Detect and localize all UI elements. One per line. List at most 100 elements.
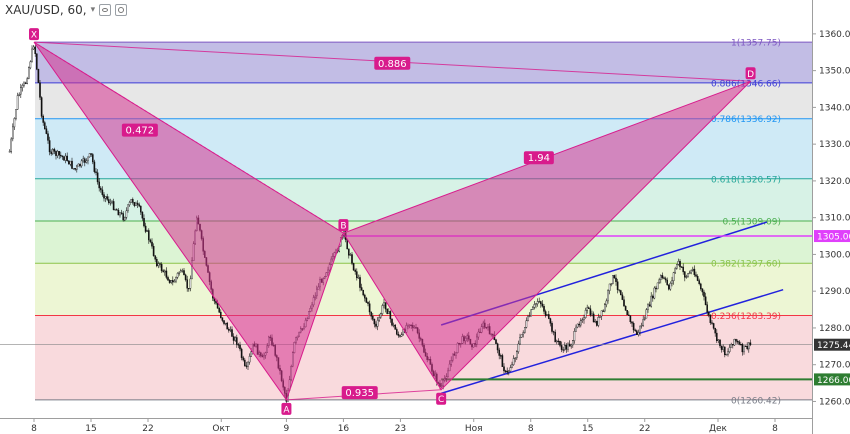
- candle-body: [15, 109, 17, 119]
- candle-body: [703, 291, 705, 297]
- candle-body: [730, 344, 732, 348]
- candle-body: [620, 290, 622, 296]
- candle-body: [666, 279, 668, 286]
- pattern-point-marker: [745, 67, 756, 80]
- candle-body: [60, 154, 62, 157]
- candle-body: [602, 310, 604, 312]
- candle-body: [567, 343, 569, 350]
- candle-body: [597, 317, 600, 326]
- candle-body: [162, 270, 165, 273]
- candle-body: [735, 339, 737, 342]
- candle-body: [179, 270, 182, 273]
- candle-body: [541, 303, 544, 307]
- candle-body: [218, 308, 221, 313]
- candle-body: [223, 320, 225, 324]
- candle-body: [727, 351, 729, 355]
- candle-body: [516, 351, 518, 359]
- candle-body: [16, 95, 19, 110]
- channel-line: [440, 288, 784, 395]
- candle-body: [612, 275, 614, 284]
- y-tick-label: 1270.00: [819, 361, 850, 371]
- candle-body: [551, 323, 553, 332]
- candle-body: [512, 358, 515, 366]
- candle-body: [91, 154, 94, 163]
- candle-body: [77, 163, 80, 167]
- pattern-ratio-badge: [341, 386, 378, 400]
- candle-body: [375, 323, 377, 327]
- candle-body: [637, 332, 640, 335]
- chart-legend[interactable]: XAU/USD, 60, ▾: [2, 2, 131, 18]
- candle-body: [115, 209, 118, 211]
- candle-body: [508, 370, 510, 373]
- candle-body: [503, 366, 505, 372]
- pattern-ratio-label: 0.886: [378, 59, 407, 70]
- candle-body: [131, 199, 134, 203]
- gear-icon[interactable]: [115, 4, 128, 16]
- candle-body: [64, 155, 67, 161]
- candle-body: [658, 279, 660, 284]
- x-tick-label: 8: [31, 424, 37, 434]
- candle-body: [112, 201, 115, 210]
- candle-body: [63, 156, 65, 161]
- candle-body: [576, 323, 579, 328]
- candle-body: [45, 128, 48, 134]
- y-tick-label: 1260.00: [819, 397, 850, 407]
- candle-body: [229, 329, 232, 331]
- candle-body: [71, 160, 73, 169]
- candle-body: [615, 277, 617, 282]
- candle-body: [588, 307, 590, 310]
- candle-body: [250, 351, 253, 357]
- candle-body: [231, 329, 233, 337]
- candle-body: [605, 300, 608, 305]
- candle-body: [146, 230, 149, 232]
- candle-body: [624, 305, 627, 311]
- candle-body: [575, 326, 577, 332]
- x-tick-label: 8: [528, 424, 534, 434]
- candle-body: [352, 263, 355, 271]
- candle-body: [722, 346, 724, 350]
- candle-body: [392, 324, 395, 327]
- candle-body: [581, 319, 584, 321]
- candle-body: [24, 82, 27, 84]
- candle-body: [701, 288, 704, 293]
- candle-body: [186, 279, 189, 289]
- candle-body: [87, 156, 89, 161]
- candle-body: [376, 320, 379, 327]
- candle-body: [357, 277, 360, 279]
- candle-body: [388, 311, 390, 314]
- candle-body: [696, 276, 699, 281]
- candle-body: [75, 165, 78, 170]
- candle-body: [716, 332, 718, 342]
- candle-body: [23, 82, 25, 86]
- chevron-down-icon[interactable]: ▾: [90, 5, 96, 15]
- candle-body: [653, 287, 656, 299]
- candle-body: [237, 344, 240, 346]
- candle-body: [712, 323, 715, 329]
- candle-body: [122, 213, 124, 221]
- candle-body: [546, 314, 548, 316]
- candle-body: [360, 287, 363, 291]
- eye-icon[interactable]: [99, 4, 112, 16]
- candle-body: [580, 320, 582, 326]
- fib-level-label: 0.382(1297.60): [711, 260, 781, 270]
- candle-body: [364, 294, 366, 299]
- candle-body: [88, 153, 91, 158]
- candle-body: [610, 283, 612, 285]
- candle-body: [383, 302, 385, 306]
- candle-body: [349, 254, 352, 256]
- candle-body: [724, 346, 726, 356]
- candle-body: [356, 271, 358, 278]
- xabcd-pattern[interactable]: X A B C D 0.886 0.472 1.94 0.935: [29, 28, 756, 415]
- price-badge-1266-label: 1266.00: [817, 376, 850, 386]
- candle-body: [181, 270, 184, 272]
- candle-body: [664, 278, 667, 281]
- candle-body: [671, 280, 673, 284]
- candle-body: [151, 241, 153, 247]
- candle-body: [154, 255, 157, 260]
- candle-body: [522, 332, 524, 335]
- candle-body: [149, 239, 152, 243]
- candle-body: [695, 274, 697, 277]
- x-tick-label: Окт: [212, 424, 230, 434]
- candle-body: [101, 189, 104, 195]
